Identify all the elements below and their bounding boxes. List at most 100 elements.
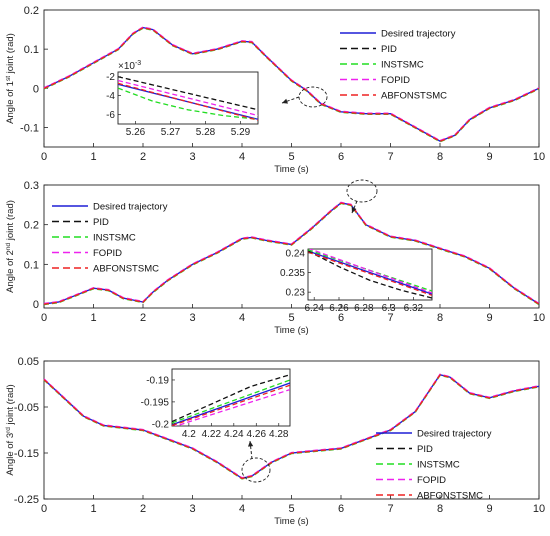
inset-x-tick-label: 6.24: [304, 303, 324, 314]
inset-series-abfonstsmc: [172, 384, 290, 426]
zoom-arrow-head: [282, 98, 288, 104]
x-tick-label: 5: [288, 151, 294, 163]
y-tick-label: 0.1: [24, 44, 39, 56]
legend-label: ABFONSTSMC: [93, 264, 159, 275]
x-tick-label: 6: [338, 503, 344, 515]
x-tick-label: 7: [387, 503, 393, 515]
x-tick-label: 3: [189, 503, 195, 515]
legend-label: Desired trajectory: [417, 429, 492, 440]
legend-label: INSTSMC: [93, 233, 136, 244]
x-axis-label: Time (s): [274, 516, 308, 527]
x-tick-label: 5: [288, 312, 294, 324]
inset-series-pid: [172, 374, 290, 423]
legend-label: PID: [93, 217, 109, 228]
inset-x-tick-label: 4.26: [247, 429, 267, 440]
inset-x-tick-label: 6.32: [404, 303, 424, 314]
inset-plot-3: 4.2 4.22 4.24 4.26 4.28 -0.19 -0.195 -0.2: [141, 368, 291, 440]
y-axis-label: Angle of 2nd joint (rad): [5, 200, 16, 293]
x-tick-label: 6: [338, 312, 344, 324]
y-tick-label: 0.1: [24, 259, 39, 271]
x-tick-label: 4: [239, 312, 245, 324]
inset-series-pid: [308, 250, 432, 299]
inset-series-abfonstsmc: [118, 82, 258, 121]
y-tick-label: 0.3: [24, 180, 39, 192]
x-axis-label: Time (s): [274, 164, 308, 175]
legend-label: INSTSMC: [417, 460, 460, 471]
y-tick-label: -0.15: [14, 448, 39, 460]
x-tick-label: 7: [387, 312, 393, 324]
inset-x-tick-label: 6.3: [382, 303, 396, 314]
y-axis-label-main: Angle of 3: [5, 433, 16, 476]
legend-label: Desired trajectory: [381, 29, 456, 40]
x-tick-label: 4: [239, 151, 245, 163]
x-tick-label: 0: [41, 312, 47, 324]
y-axis-label: Angle of 3rd joint (rad): [5, 384, 16, 475]
inset-plot-1: 5.26 5.27 5.28 5.29 -2 -4 -6 ×10-3: [106, 60, 259, 138]
inset-series-instsmc: [172, 379, 290, 424]
legend-label: INSTSMC: [381, 60, 424, 71]
inset-series-desired-trajectory: [172, 382, 290, 426]
y-axis-label-main: Angle of 1: [5, 81, 16, 124]
x-tick-label: 0: [41, 503, 47, 515]
inset-frame: [171, 368, 291, 427]
x-tick-label: 1: [90, 503, 96, 515]
x-axis-label: Time (s): [274, 325, 308, 336]
x-tick-label: 2: [140, 312, 146, 324]
y-tick-label: -0.25: [14, 494, 39, 506]
inset-x-tick-label: 5.27: [161, 127, 181, 138]
legend-label: ABFONSTSMC: [417, 491, 483, 502]
x-tick-label: 10: [533, 151, 545, 163]
y-axis-label-superscript: rd: [5, 427, 12, 433]
series-line-abfonstsmc: [43, 374, 540, 480]
inset-x-tick-label: 6.28: [354, 303, 374, 314]
y-tick-label: 0.2: [24, 5, 39, 17]
y-axis-label-superscript: nd: [5, 242, 12, 250]
inset-x-tick-label: 4.2: [182, 429, 196, 440]
x-tick-label: 7: [387, 151, 393, 163]
legend-label: Desired trajectory: [93, 202, 168, 213]
inset-exponent: ×10-3: [118, 60, 141, 72]
inset-y-tick-label: -6: [106, 110, 115, 121]
legend: Desired trajectory PID INSTSMC FOPID ABFONST…: [376, 429, 492, 502]
chart-panel-2: 0 1 2 3 4 5 6 7 8 9 10 0 0.1 0.2 0.3 Time (s) Angle of 2…: [5, 179, 545, 336]
series-line-abfonstsmc: [43, 202, 540, 305]
legend-label: FOPID: [417, 475, 446, 486]
inset-x-tick-label: 4.24: [224, 429, 244, 440]
x-tick-label: 6: [338, 151, 344, 163]
inset-y-tick-label: 0.23: [286, 288, 306, 299]
inset-y-tick-label: -4: [106, 91, 115, 102]
inset-x-tick-label: 6.26: [329, 303, 349, 314]
chart-panel-1: 0 1 2 3 4 5 6 7 8 9 10 -0.1 0 0.1 0.2 Time (s) Angle of …: [5, 5, 545, 175]
inset-exponent-power: -3: [135, 60, 141, 67]
chart-panel-3: 0 1 2 3 4 5 6 7 8 9 10 0.05 -0.05 -0.15 -0.25 Time (s) A…: [5, 356, 545, 527]
x-tick-label: 9: [486, 312, 492, 324]
y-tick-label: 0: [33, 299, 39, 311]
y-tick-label: 0.05: [18, 356, 39, 368]
inset-series-instsmc: [118, 87, 258, 120]
inset-y-tick-label: -0.19: [146, 375, 169, 386]
inset-series-abfonstsmc: [308, 251, 432, 296]
x-tick-label: 3: [189, 312, 195, 324]
x-tick-label: 9: [486, 503, 492, 515]
x-tick-label: 4: [239, 503, 245, 515]
y-axis-label-tail: joint (rad): [5, 200, 16, 243]
y-tick-label: -0.05: [14, 402, 39, 414]
inset-series-fopid: [118, 79, 258, 117]
legend: Desired trajectory PID INSTSMC FOPID ABFONST…: [52, 202, 168, 275]
legend-label: PID: [417, 444, 433, 455]
inset-series-fopid: [308, 249, 432, 294]
inset-y-tick-label: -0.2: [152, 419, 170, 430]
inset-y-tick-label: -2: [106, 72, 115, 83]
y-axis-label-main: Angle of 2: [5, 250, 16, 293]
x-tick-label: 3: [189, 151, 195, 163]
inset-x-tick-label: 4.28: [269, 429, 289, 440]
zoom-ellipse: [241, 457, 271, 483]
x-tick-label: 0: [41, 151, 47, 163]
zoom-arrow-head: [248, 441, 254, 447]
x-tick-label: 2: [140, 503, 146, 515]
y-tick-label: -0.1: [20, 122, 39, 134]
inset-y-tick-label: 0.24: [286, 248, 306, 259]
x-tick-label: 10: [533, 503, 545, 515]
x-tick-label: 8: [437, 503, 443, 515]
x-tick-label: 8: [437, 312, 443, 324]
